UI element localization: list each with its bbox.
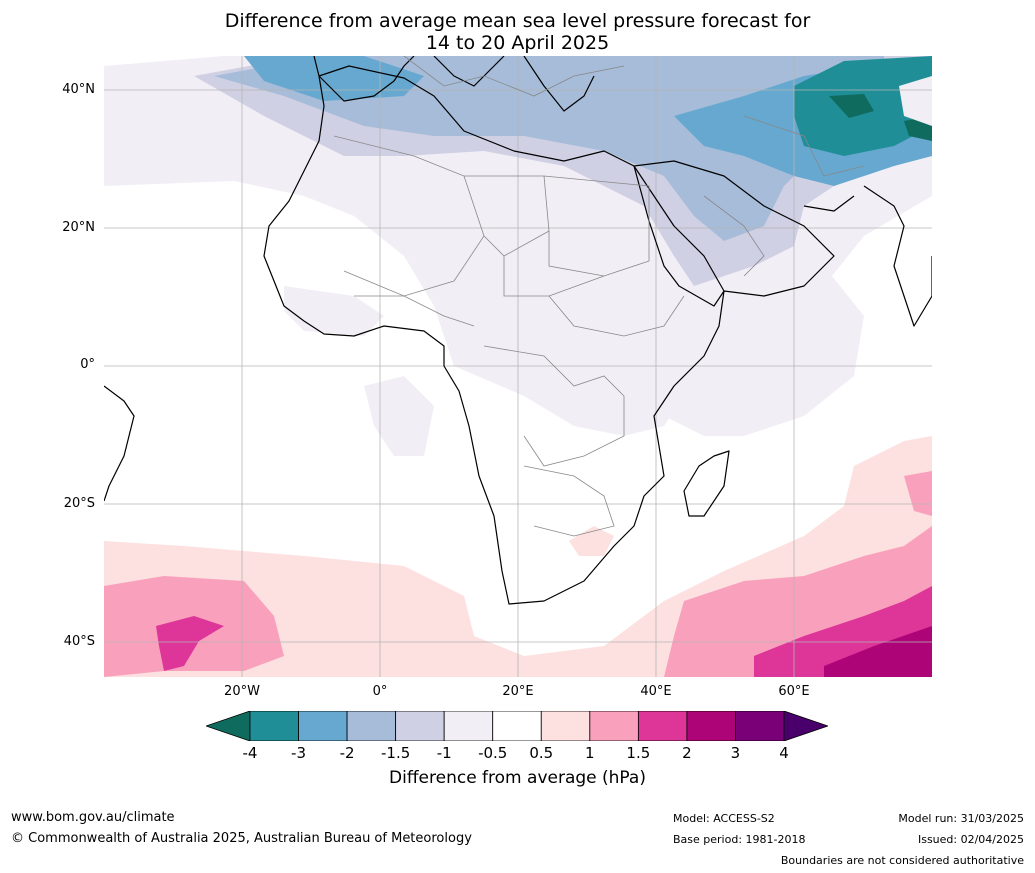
colorbar-legend	[206, 711, 828, 741]
colorbar-tick-label: 1.5	[626, 744, 651, 762]
coastlines	[104, 56, 932, 605]
pressure-anomaly-map	[104, 56, 932, 677]
colorbar-tick-label: 2	[682, 744, 692, 762]
anomaly-region-plus-1-far-east	[904, 471, 932, 516]
map-title: Difference from average mean sea level p…	[0, 10, 1035, 54]
anomaly-region-faint-negative-west-africa	[284, 286, 384, 336]
colorbar-tick-label: 1	[585, 744, 595, 762]
footer-base-period: Base period: 1981-2018	[673, 833, 806, 846]
colorbar-segment	[443, 711, 494, 741]
colorbar-caption: Difference from average (hPa)	[389, 768, 646, 788]
colorbar-tick-label: 3	[730, 744, 741, 762]
footer-issued: Issued: 02/04/2025	[917, 833, 1024, 846]
colorbar-segment	[492, 711, 542, 741]
lon-label-20w: 20°W	[224, 684, 260, 699]
colorbar-tick-label: -4	[242, 744, 258, 762]
footer-disclaimer: Boundaries are not considered authoritat…	[780, 854, 1024, 867]
lat-label-20n: 20°N	[62, 220, 95, 235]
anomaly-region-plus-2	[824, 626, 932, 677]
colorbar-segment	[637, 711, 688, 741]
lat-label-40n: 40°N	[62, 82, 95, 97]
colorbar-tick-label: -1	[436, 744, 452, 762]
map-canvas	[104, 56, 932, 677]
country-boundaries	[333, 56, 865, 537]
footer-copyright: © Commonwealth of Australia 2025, Austra…	[11, 831, 472, 846]
colorbar-segment	[249, 711, 299, 741]
colorbar-tick-label: -3	[291, 744, 307, 762]
lat-label-0: 0°	[80, 357, 95, 372]
colorbar-over-arrow	[783, 711, 828, 741]
colorbar-segment	[686, 711, 736, 741]
anomaly-region-faint-negative-atlantic	[364, 376, 434, 456]
lon-label-60e: 60°E	[778, 684, 810, 699]
title-line-2: 14 to 20 April 2025	[425, 32, 610, 54]
anomaly-region-minus-2	[214, 56, 884, 241]
colorbar-tick-label: -1.5	[380, 744, 411, 762]
colorbar-tick-label: 4	[779, 744, 789, 762]
lat-label-40s: 40°S	[63, 634, 95, 649]
colorbar-segment	[735, 711, 785, 741]
colorbar-segment	[589, 711, 639, 741]
colorbar-tick-label: 0.5	[529, 744, 554, 762]
colorbar-tick-label: -0.5	[478, 744, 508, 762]
colorbar-tick-label: -2	[339, 744, 355, 762]
anomaly-region-faint-negative-east-africa	[644, 266, 864, 436]
lat-label-20s: 20°S	[63, 496, 95, 511]
anomaly-region-below-minus-4-a	[829, 94, 874, 118]
anomaly-region-plus-1-5-west	[156, 616, 224, 671]
footer-model-run: Model run: 31/03/2025	[898, 812, 1024, 825]
title-line-1: Difference from average mean sea level p…	[224, 10, 811, 32]
colorbar-segment	[395, 711, 445, 741]
colorbar-segment	[540, 711, 591, 741]
footer-url: www.bom.gov.au/climate	[11, 810, 175, 825]
colorbar-under-arrow	[206, 711, 251, 741]
anomaly-region-faint-mountain	[899, 76, 932, 126]
lon-label-0: 0°	[372, 684, 388, 699]
colorbar-segment	[298, 711, 348, 741]
anomaly-region-plus-0-5-southern-africa	[569, 526, 614, 556]
lon-label-20e: 20°E	[502, 684, 534, 699]
footer-model: Model: ACCESS-S2	[673, 812, 775, 825]
lon-label-40e: 40°E	[640, 684, 672, 699]
graticule	[104, 56, 932, 677]
colorbar-segment	[346, 711, 397, 741]
